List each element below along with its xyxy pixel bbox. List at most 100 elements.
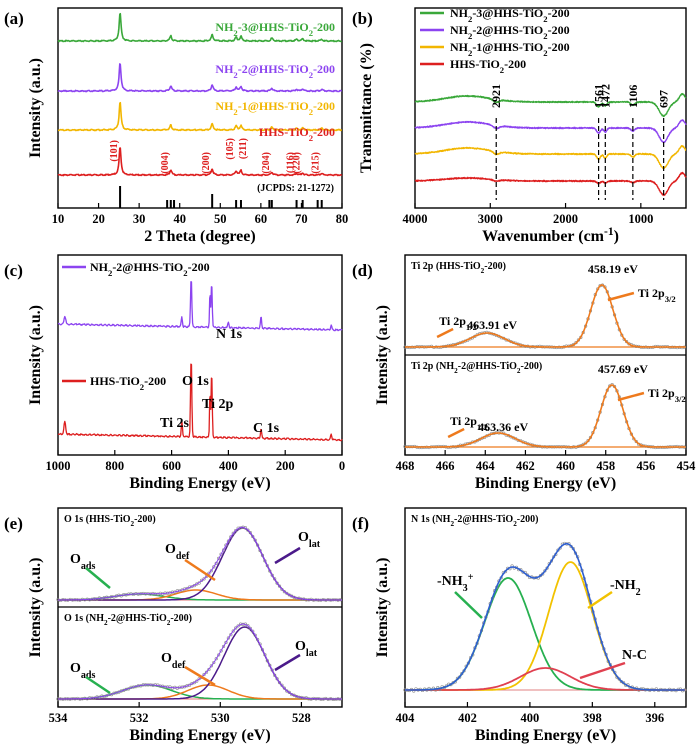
peak-value: 463.91 eV <box>467 318 517 332</box>
subplot-title: O 1s (NH2-2@HHS-TiO2-200) <box>64 613 192 627</box>
raw-point <box>280 587 284 592</box>
raw-point <box>277 584 282 588</box>
x-axis-title: 2 Theta (degree) <box>144 228 255 245</box>
x-tick-label: 532 <box>130 711 149 725</box>
component-label: -NH2 <box>610 578 641 598</box>
series-label: HHS-TiO2-200 <box>259 125 335 143</box>
arrow <box>274 653 301 672</box>
x-tick-label: 528 <box>292 711 311 725</box>
raw-point <box>221 644 226 649</box>
x-axis-title: Binding Energy (eV) <box>129 475 270 492</box>
raw-point <box>251 534 255 539</box>
arrow <box>617 391 645 402</box>
panel-label: (f) <box>352 514 369 533</box>
panel-label: (d) <box>352 261 373 280</box>
raw-point <box>256 637 260 642</box>
raw-point <box>275 677 279 681</box>
plot-frame <box>404 507 687 708</box>
peak-name: Ti 2p1/2 <box>439 314 477 332</box>
legend-label: HHS-TiO2-200 <box>90 374 166 392</box>
y-axis-title: Intensity (a.u.) <box>374 305 391 405</box>
x-tick-label: 70 <box>295 212 308 226</box>
x-tick-label: 402 <box>458 711 477 725</box>
x-tick-label: 400 <box>219 459 238 473</box>
arrow <box>85 567 111 589</box>
legend-label: NH2-2@HHS-TiO2-200 <box>450 23 570 41</box>
y-axis-title: Intensity (a.u.) <box>27 557 44 657</box>
panel-e: 534 532 530 528 Oads Odef Olat Oads Odef Olat <box>49 507 343 725</box>
survey-line <box>57 363 343 442</box>
peak-value: 463.36 eV <box>478 420 528 434</box>
x-tick-label: 1000 <box>628 212 653 226</box>
legend-label: NH2-1@HHS-TiO2-200 <box>450 40 570 58</box>
series-label: NH2-3@HHS-TiO2-200 <box>215 20 335 38</box>
component-label: Odef <box>165 542 190 562</box>
component-line <box>405 577 685 691</box>
x-tick-label: 3000 <box>478 212 503 226</box>
panel-f: 404 402 400 398 396 <box>396 507 687 725</box>
peak-label: (105) <box>225 138 236 160</box>
raw-point <box>253 633 257 637</box>
ftir-line <box>414 119 687 144</box>
x-tick-label: 396 <box>645 711 664 725</box>
envelope-line <box>405 542 685 691</box>
x-tick-label: 400 <box>521 711 540 725</box>
raw-point <box>234 529 238 533</box>
component-label: Olat <box>295 639 318 659</box>
raw-point <box>270 668 274 672</box>
marker-label: 2921 <box>489 84 503 108</box>
marker-label: 1472 <box>598 84 612 108</box>
raw-point <box>285 591 289 595</box>
raw-point <box>214 657 218 661</box>
marker-label: 1106 <box>626 85 640 108</box>
peak-value: 457.69 eV <box>598 362 648 376</box>
raw-point <box>231 629 235 633</box>
raw-point <box>219 649 223 653</box>
peak-label: (101) <box>109 140 120 162</box>
x-tick-label: 404 <box>396 711 416 725</box>
raw-point <box>229 633 233 637</box>
y-axis-title: Intensity (a.u.) <box>27 305 44 405</box>
raw-point <box>256 543 260 547</box>
panel-label: (a) <box>4 9 24 28</box>
peak-annotation: O 1s <box>182 374 209 389</box>
fit-line <box>405 284 686 348</box>
reference-label: (JCPDS: 21-1272) <box>257 183 334 194</box>
y-axis-title: Intensity (a.u.) <box>27 58 44 158</box>
x-tick-label: 200 <box>276 459 295 473</box>
x-tick-label: 1000 <box>46 459 71 473</box>
y-axis-title: Intensity (a.u.) <box>374 557 391 657</box>
arrow <box>607 291 635 302</box>
x-tick-label: 4000 <box>403 212 428 226</box>
peak-name: Ti 2p3/2 <box>638 286 676 304</box>
ftir-line <box>414 145 687 170</box>
x-tick-label: 462 <box>516 459 535 473</box>
arrow <box>454 591 483 619</box>
raw-point <box>226 539 230 543</box>
xrd-line <box>57 12 343 43</box>
raw-point <box>209 664 213 668</box>
raw-point <box>248 626 252 630</box>
raw-point <box>224 543 228 547</box>
x-tick-label: 530 <box>211 711 230 725</box>
peak-value: 458.19 eV <box>588 262 638 276</box>
x-tick-label: 80 <box>336 212 349 226</box>
arrow <box>184 558 216 582</box>
raw-point <box>251 629 255 633</box>
raw-point <box>282 686 286 690</box>
component-label: Olat <box>298 530 321 550</box>
envelope-line <box>58 623 342 700</box>
panel-a: 10 20 30 40 50 60 70 80 (101) (004) (200) (105) (211… <box>52 7 349 226</box>
x-tick-label: 458 <box>596 459 615 473</box>
peak-label: (215) <box>311 152 322 174</box>
raw-point <box>280 683 284 687</box>
raw-point <box>260 553 265 558</box>
peak-label: (211) <box>238 138 249 159</box>
peak-name: Ti 2p1/2 <box>450 414 488 432</box>
x-tick-label: 460 <box>556 459 575 473</box>
legend-label: NH2-3@HHS-TiO2-200 <box>450 6 570 24</box>
x-tick-label: 60 <box>255 212 268 226</box>
raw-point <box>212 565 216 569</box>
